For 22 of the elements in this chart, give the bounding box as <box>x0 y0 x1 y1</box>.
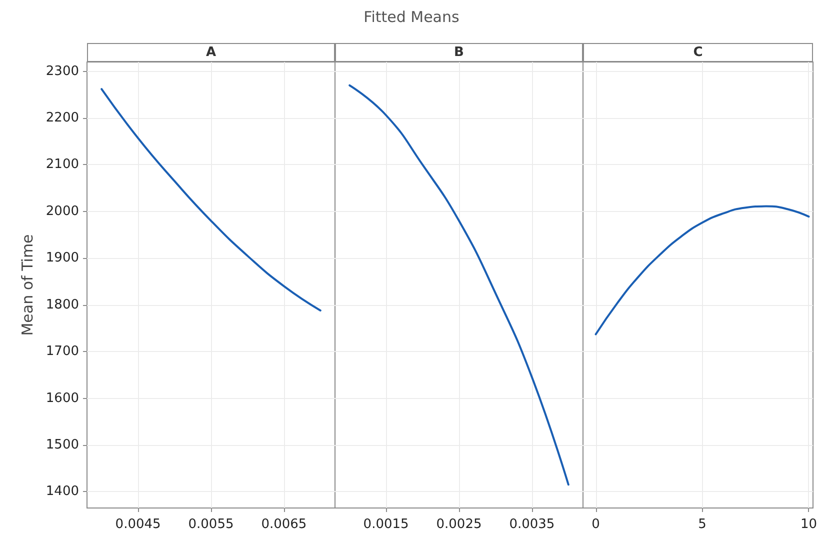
x-tick-label: 0 <box>592 517 600 532</box>
line-series <box>100 88 322 312</box>
x-tick-label: 10 <box>800 517 818 532</box>
y-tick-label: 1600 <box>46 390 79 406</box>
y-axis-title: Mean of Time <box>18 234 36 336</box>
x-tick-label: 0.0045 <box>115 517 161 532</box>
y-tick-label: 2000 <box>46 204 79 219</box>
y-tick-label: 1400 <box>46 484 79 500</box>
y-tick-label: 2300 <box>46 64 79 79</box>
y-tick-label: 1900 <box>46 250 79 266</box>
y-tick-label: 1500 <box>46 437 79 452</box>
y-tick-label: 2100 <box>46 157 79 172</box>
x-tick-label: 0.0065 <box>261 517 307 532</box>
y-tick-label: 1800 <box>46 297 79 312</box>
x-tick-label: 0.0055 <box>188 517 234 532</box>
x-tick-label: 5 <box>698 517 706 532</box>
x-tick-label: 0.0025 <box>436 517 482 532</box>
x-tick-label: 0.0015 <box>363 517 409 532</box>
text: Fitted Means <box>362 8 460 26</box>
y-tick-label: 2200 <box>46 110 79 126</box>
y-tick-label: 1700 <box>46 344 79 360</box>
x-tick-label: 0.0035 <box>509 517 555 532</box>
